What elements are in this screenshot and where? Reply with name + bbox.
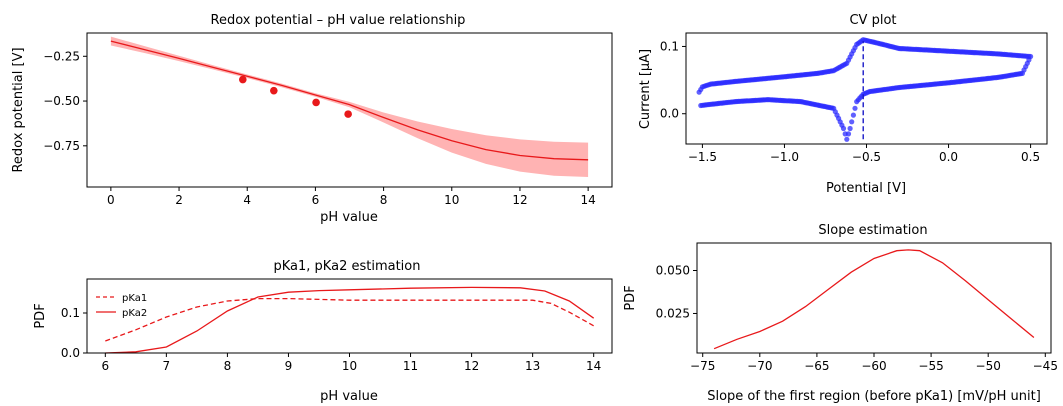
cv-xtick-label: 0.5 [1021,150,1040,164]
cv-ytick-label: 0.1 [660,39,679,53]
pka-title: pKa1, pKa2 estimation [274,259,421,274]
redox-data-point [312,98,320,107]
slope-ylabel: PDF [623,285,638,310]
cv-point-lower [844,136,850,142]
cv-ylabel: Current [μA] [638,49,653,129]
redox-xtick-label: 10 [444,193,459,207]
cv-point-lower [854,99,860,105]
pka-xtick-label: 13 [525,359,540,373]
slope-xtick-label: −75 [690,359,715,373]
slope-panel: Slope estimation −75 −70 −65 −60 −55 −50 −45 0.… [623,223,1058,404]
cv-ytick-label: 0.0 [660,107,679,121]
redox-data-point [270,86,278,95]
pka-xtick-label: 10 [342,359,357,373]
pka-xlabel: pH value [320,389,378,404]
slope-xtick-label: −65 [804,359,829,373]
redox-xlabel: pH value [320,210,378,225]
pka-xtick-label: 8 [224,359,232,373]
slope-ytick-label: 0.025 [656,306,690,320]
legend-pka1-label: pKa1 [122,293,147,304]
pka-xtick-label: 12 [464,359,479,373]
redox-xtick-label: 6 [312,193,320,207]
cv-plot-area: −1.5 −1.0 −0.5 0.0 0.5 0.0 0.1 [660,37,1040,164]
slope-xtick-label: −70 [747,359,772,373]
cv-point-lower [850,112,857,118]
slope-xtick-label: −55 [918,359,943,373]
cv-point-lower [847,125,853,132]
redox-axes-frame [86,32,613,188]
slope-xtick-label: −50 [976,359,1001,373]
cv-xtick-label: −1.0 [770,150,799,164]
slope-xtick-label: −60 [861,359,886,373]
pka-series-pka1-line [105,297,595,342]
slope-axes-frame [696,242,1052,354]
cv-xlabel: Potential [V] [826,181,906,196]
legend-pka2-label: pKa2 [122,308,147,319]
redox-xtick-label: 8 [380,193,388,207]
slope-pdf-line [713,249,1035,350]
cv-point-lower [849,119,855,125]
cv-xtick-label: 0.0 [939,150,958,164]
pka-ylabel: PDF [33,303,48,328]
pka-ytick-label: 0.0 [61,346,80,360]
slope-ytick-label: 0.050 [656,264,690,278]
slope-xlabel: Slope of the first region (before pKa1) … [707,389,1041,404]
pka-xtick-label: 6 [101,359,109,373]
pka-xtick-label: 14 [586,359,601,373]
pka-panel: pKa1, pKa2 estimation 6 7 8 9 10 11 12 13 14 0.0 0… [33,259,613,404]
redox-ytick-label: −0.25 [43,49,80,63]
redox-title: Redox potential – pH value relationship [211,13,466,28]
pka-xtick-label: 7 [163,359,171,373]
pka-axes-frame [86,278,613,354]
slope-title: Slope estimation [818,223,927,238]
cv-axes-frame [685,32,1048,145]
pka-xtick-label: 11 [403,359,418,373]
redox-ytick-label: −0.50 [43,94,80,108]
redox-data-point [344,110,352,118]
pka-ytick-label: 0.1 [61,306,80,320]
cv-point-lower [852,105,858,111]
cv-title: CV plot [849,13,896,28]
pka-legend: pKa1 pKa2 [96,293,147,319]
redox-ytick-label: −0.75 [43,139,80,153]
cv-point-lower [842,131,848,137]
redox-ylabel: Redox potential [V] [11,47,26,172]
redox-panel: Redox potential – pH value relationship … [11,13,613,225]
redox-xtick-label: 12 [512,193,527,207]
redox-fit-line [110,40,589,161]
redox-confidence-band [110,36,589,177]
redox-plot-area: 0 2 4 6 8 10 12 14 −0.25 −0.50 −0.75 [43,36,596,207]
redox-data-point [238,75,247,84]
pka-plot-area: 6 7 8 9 10 11 12 13 14 0.0 0.1 [61,286,601,373]
redox-xtick-label: 0 [107,193,115,207]
cv-point-lower [698,102,704,109]
redox-xtick-label: 4 [243,193,251,207]
cv-xtick-label: −1.5 [688,150,717,164]
pka-series-pka2-line [105,286,595,354]
slope-xtick-label: −45 [1033,359,1058,373]
cv-panel: CV plot −1.5 −1.0 −0.5 0.0 0.5 0.0 0.1 Potenti… [638,13,1048,196]
slope-plot-area: −75 −70 −65 −60 −55 −50 −45 0.025 0.050 [656,249,1058,373]
redox-xtick-label: 2 [175,193,183,207]
cv-xtick-label: −0.5 [852,150,881,164]
pka-xtick-label: 9 [285,359,293,373]
redox-xtick-label: 14 [580,193,595,207]
